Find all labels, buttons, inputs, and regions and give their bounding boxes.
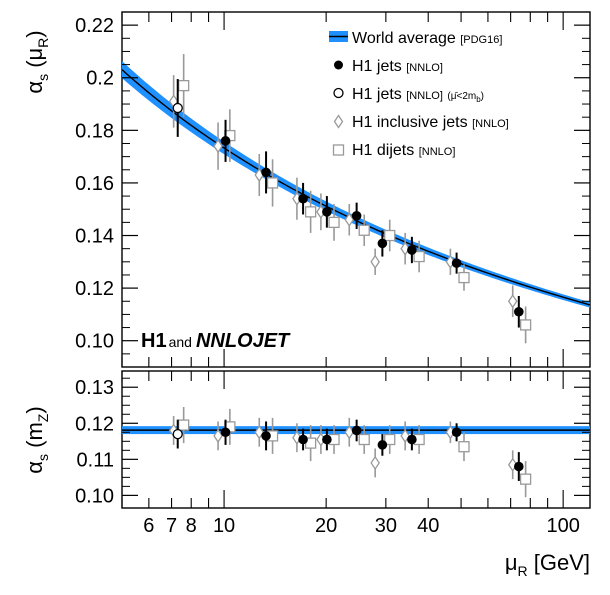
lower-plot-frame <box>121 370 591 509</box>
x-axis-label: μR [GeV] <box>505 550 590 579</box>
square-point <box>178 419 190 431</box>
square-point <box>384 229 396 242</box>
circle-point <box>172 102 183 114</box>
diamond-point <box>445 254 456 269</box>
upper-ticks: 0.10 0.12 0.14 0.16 0.18 0.2 0.22 <box>75 12 590 367</box>
x-tick-label: 7 <box>166 515 177 537</box>
square-point <box>358 224 370 236</box>
legend-h1-jets-marker <box>334 60 343 70</box>
circle-point <box>298 193 308 204</box>
y-tick-label: 0.22 <box>75 15 114 37</box>
legend-inclusive-jets-label: H1 inclusive jets [NNLO] <box>352 114 509 131</box>
diamond-point <box>254 425 265 440</box>
lower-ticks: 0.10 0.11 0.12 0.13 6 7 8 10 20 30 40 100 <box>75 371 590 537</box>
upper-plot-frame <box>121 11 591 368</box>
lower-data-points <box>168 407 532 498</box>
circle-point <box>377 238 388 249</box>
x-tick-label: 100 <box>546 515 579 537</box>
circle-point <box>261 431 271 441</box>
circle-point <box>220 427 231 438</box>
square-point <box>519 319 532 331</box>
diamond-point <box>344 212 355 227</box>
circle-point <box>514 461 524 472</box>
legend-h1-jets-low-marker <box>333 87 344 99</box>
circle-point <box>407 434 417 445</box>
x-tick-label: 40 <box>417 515 439 537</box>
circle-point <box>377 440 388 450</box>
square-point <box>328 216 340 229</box>
upper-panel: 0.10 0.12 0.14 0.16 0.18 0.2 0.22 αs (μR) H1 an… <box>22 11 591 368</box>
square-point <box>458 271 470 284</box>
circle-point <box>322 434 332 445</box>
circle-point <box>351 425 362 436</box>
square-point <box>358 433 370 446</box>
diamond-point <box>370 455 380 471</box>
y-tick-label: 0.12 <box>75 278 114 300</box>
world-average-line <box>122 69 590 306</box>
circle-point <box>220 136 231 146</box>
x-tick-label: 6 <box>143 515 154 537</box>
legend-inclusive-jets-marker <box>333 114 344 129</box>
y-tick-label: 0.18 <box>75 120 114 142</box>
square-point <box>519 473 532 485</box>
y-tick-label: 0.14 <box>75 226 114 248</box>
y-tick-label: 0.12 <box>75 413 114 435</box>
legend-world-average-label: World average [PDG16] <box>352 30 502 47</box>
upper-data-points <box>168 54 532 344</box>
upper-y-axis-label: αs (μR) <box>22 30 51 93</box>
x-tick-label: 8 <box>186 515 197 537</box>
circle-point <box>322 207 332 217</box>
square-point <box>304 206 317 218</box>
legend-dijets-marker <box>332 144 345 156</box>
legend: World average [PDG16] H1 jets [NNLO] H1 … <box>329 30 509 159</box>
y-tick-label: 0.2 <box>86 68 114 90</box>
diamond-point <box>507 294 518 309</box>
legend-h1-jets-label: H1 jets [NNLO] <box>352 58 443 75</box>
diamond-point <box>370 254 380 269</box>
circle-point <box>451 427 462 438</box>
lower-panel: 0.10 0.11 0.12 0.13 6 7 8 10 20 30 40 100 αs (mZ) μ… <box>22 370 591 579</box>
legend-dijets-label: H1 dijets [NNLO] <box>352 142 455 159</box>
x-tick-label: 30 <box>375 515 397 537</box>
h1-nnlojet-annotation: H1 and NNLOJET <box>141 330 291 352</box>
y-tick-label: 0.16 <box>75 173 114 195</box>
diamond-point <box>213 428 223 444</box>
y-tick-label: 0.10 <box>75 485 114 507</box>
circle-point <box>407 245 417 255</box>
square-point <box>178 79 190 92</box>
y-tick-label: 0.11 <box>77 449 114 471</box>
lower-y-axis-label: αs (mZ) <box>22 406 51 473</box>
circle-point <box>351 210 362 221</box>
y-tick-label: 0.13 <box>75 377 114 399</box>
diamond-point <box>213 138 223 154</box>
square-point <box>458 441 470 453</box>
y-tick-label: 0.10 <box>75 331 114 353</box>
circle-point <box>451 258 462 268</box>
diamond-point <box>400 428 410 444</box>
legend-h1-jets-low-label: H1 jets [NNLO] (μ̄<2mb) <box>352 86 484 104</box>
x-tick-label: 10 <box>213 515 235 537</box>
square-point <box>384 433 396 446</box>
circle-point <box>172 428 183 440</box>
circle-point <box>261 167 271 178</box>
square-point <box>413 250 425 263</box>
square-point <box>266 177 279 189</box>
circle-point <box>514 306 524 317</box>
circle-point <box>298 434 308 445</box>
diamond-point <box>400 241 410 256</box>
x-tick-label: 20 <box>315 515 337 537</box>
